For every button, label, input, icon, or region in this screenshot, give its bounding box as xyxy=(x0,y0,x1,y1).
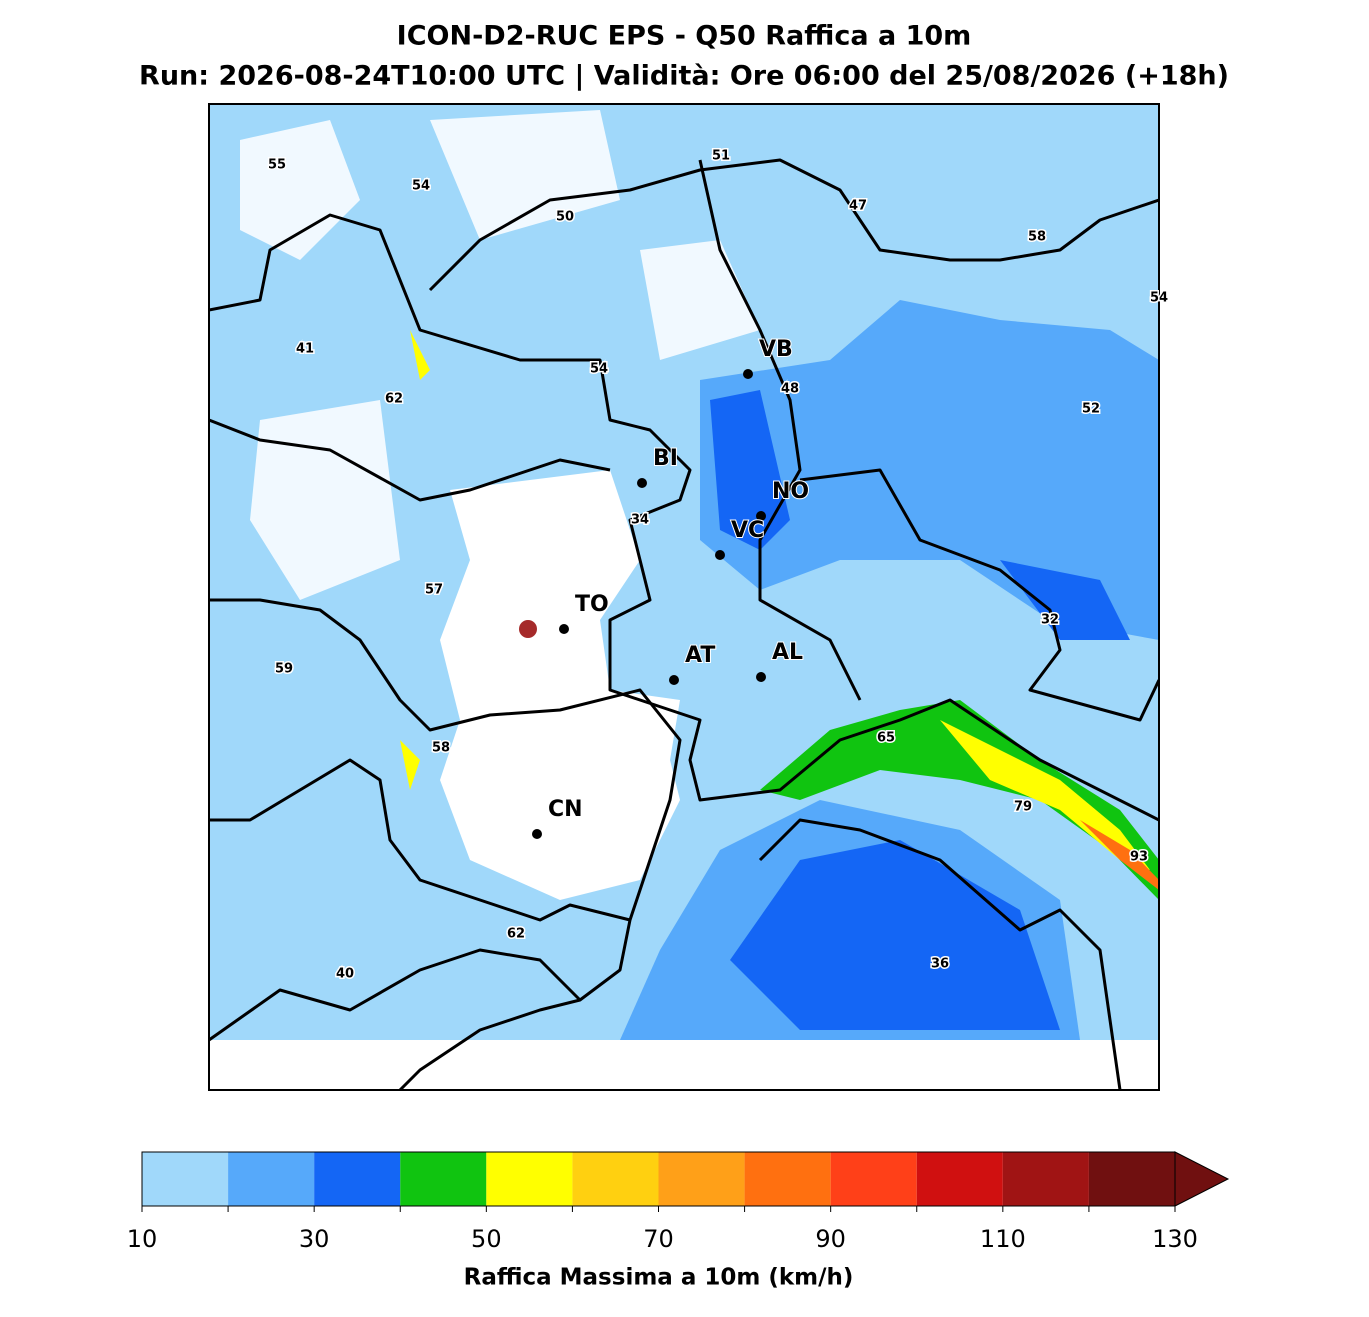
value-label: 54 xyxy=(590,362,608,377)
coast xyxy=(758,818,1122,1090)
value-label: 54 xyxy=(412,179,430,194)
tick-label: 130 xyxy=(1152,1225,1198,1253)
colorbar-label: Raffica Massima a 10m (km/h) xyxy=(464,1265,854,1291)
border xyxy=(209,598,682,1090)
colorbar-bin xyxy=(400,1152,487,1206)
colorbar-bin xyxy=(658,1152,745,1206)
value-label: 58 xyxy=(1028,230,1046,245)
value-label: 59 xyxy=(275,662,293,677)
map-frame xyxy=(208,103,1160,1091)
city-label: BI xyxy=(653,446,678,471)
ridge-orange xyxy=(1080,820,1159,890)
colorbar-bin xyxy=(830,1152,917,1206)
title: ICON-D2-RUC EPS - Q50 Raffica a 10m xyxy=(397,21,972,52)
value-label: 34 xyxy=(631,513,649,528)
colorbar-bin xyxy=(228,1152,315,1206)
value-label: 41 xyxy=(296,342,314,357)
tick-label: 90 xyxy=(815,1225,846,1253)
ridge-green xyxy=(760,700,1159,900)
colorbar-bin xyxy=(744,1152,831,1206)
sea-strong xyxy=(730,840,1060,1030)
border xyxy=(698,159,862,701)
city-label: NO xyxy=(772,479,809,504)
city-label: TO xyxy=(575,592,609,617)
subtitle: Run: 2026-08-24T10:00 UTC | Validità: Or… xyxy=(139,61,1229,92)
value-label: 40 xyxy=(336,967,354,982)
city-dot xyxy=(756,511,766,521)
colorbar-bin xyxy=(1088,1152,1175,1206)
city-label: CN xyxy=(548,797,583,822)
value-label: 79 xyxy=(1014,800,1032,815)
city-dot xyxy=(756,672,766,682)
colorbar-bin xyxy=(572,1152,659,1206)
colorbar-bin xyxy=(916,1152,1003,1206)
map-labels: 55 54 50 51 47 58 54 41 62 54 48 52 34 57 32 59 58 65 79 93… xyxy=(266,147,1169,983)
city-label: VB xyxy=(759,337,793,362)
colorbar-bin xyxy=(314,1152,401,1206)
extend-arrow xyxy=(1174,1151,1230,1207)
value-label: 62 xyxy=(507,927,525,942)
city-label: AT xyxy=(685,643,715,668)
value-label: 55 xyxy=(268,158,286,173)
calm-plain xyxy=(440,470,680,900)
value-label: 36 xyxy=(931,957,949,972)
city-label: AL xyxy=(772,640,803,665)
border xyxy=(209,948,582,1042)
border xyxy=(209,758,631,922)
city-label: VC xyxy=(731,518,764,543)
tick-label: 50 xyxy=(471,1225,502,1253)
border xyxy=(799,468,1159,722)
city-dot xyxy=(669,675,679,685)
map-field xyxy=(209,104,1159,1090)
tick-label: 30 xyxy=(299,1225,330,1253)
city-dot xyxy=(559,624,569,634)
colorbar: 10 30 50 70 90 110 130 Raffica Massima a 10m (k… xyxy=(127,1151,1230,1291)
value-label: 62 xyxy=(385,392,403,407)
calm-area xyxy=(240,110,760,600)
city-dot xyxy=(532,829,542,839)
value-label: 51 xyxy=(712,149,730,164)
value-label: 32 xyxy=(1041,613,1059,628)
city-dot xyxy=(637,478,647,488)
tick-label: 10 xyxy=(127,1225,158,1253)
value-label: 58 xyxy=(432,741,450,756)
colorbar-bin xyxy=(486,1152,573,1206)
value-label: 47 xyxy=(849,199,867,214)
tick-label: 70 xyxy=(643,1225,674,1253)
value-label: 52 xyxy=(1082,402,1100,417)
border xyxy=(209,213,1159,822)
value-label: 48 xyxy=(781,382,799,397)
ridge-yellow xyxy=(400,330,1150,870)
border xyxy=(428,158,1159,292)
value-label: 65 xyxy=(877,731,895,746)
colorbar-bin xyxy=(142,1152,229,1206)
border xyxy=(209,418,611,502)
value-label: 93 xyxy=(1130,850,1148,865)
city-dot xyxy=(743,369,753,379)
city-dot xyxy=(715,550,725,560)
colorbar-bin xyxy=(1002,1152,1089,1206)
strong-field xyxy=(710,390,1130,640)
tick-label: 110 xyxy=(980,1225,1026,1253)
value-label: 54 xyxy=(1150,291,1168,306)
location-marker xyxy=(519,620,537,638)
medium-field xyxy=(700,300,1159,640)
value-label: 50 xyxy=(556,210,574,225)
value-label: 57 xyxy=(425,583,443,598)
